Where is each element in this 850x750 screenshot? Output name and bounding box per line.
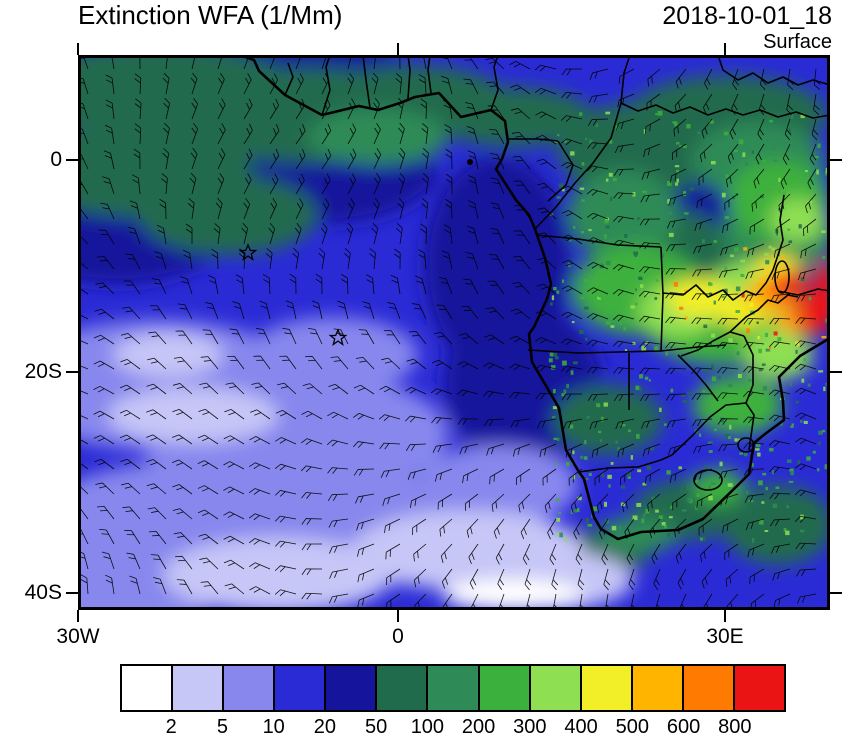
axis-tick [830,371,842,373]
colorbar-cell [581,666,633,710]
colorbar-tick-label: 500 [615,716,649,738]
colorbar-cell [224,666,276,710]
axis-tick [724,610,726,622]
plot-title: Extinction WFA (1/Mm) [78,0,343,30]
axis-label: 30W [56,625,100,648]
colorbar-cell [632,666,684,710]
colorbar-cell [173,666,225,710]
axis-label: 20S [24,360,62,383]
colorbar-tick-label: 2 [165,716,177,738]
axis-tick [66,371,78,373]
map-canvas [78,55,830,610]
colorbar-tick-label: 400 [564,716,598,738]
axis-tick [66,592,78,594]
axis-tick [397,43,399,55]
country-borders [284,55,830,491]
colorbar-tick-label: 100 [410,716,445,738]
markers-layer [238,159,473,347]
axis-label: 30E [706,625,744,648]
axis-tick [397,610,399,622]
plot-level-label: Surface [763,31,832,53]
axis-label: 0 [50,148,62,171]
axis-tick [830,159,842,161]
star-marker [328,328,348,347]
colorbar-cell [377,666,429,710]
colorbar-tick-label: 20 [313,716,337,738]
map-frame: 0 20S 40S 30W 0 30E [25,43,842,648]
axis-tick [66,159,78,161]
axis-label: 40S [24,581,62,604]
axis-tick [724,43,726,55]
colorbar-cell [275,666,327,710]
colorbar-cell [326,666,378,710]
field-speckle [548,110,830,543]
colorbar-tick-label: 800 [718,716,752,738]
colorbar-tick-label: 50 [365,716,388,738]
axis-tick [830,592,842,594]
colorbar-cell [122,666,174,710]
colorbar [120,664,786,712]
coastline [239,55,830,541]
plot-datetime: 2018-10-01_18 [662,2,832,30]
axis-tick [77,610,79,622]
colorbar-cell [734,666,785,710]
colorbar-cell [530,666,582,710]
colorbar-tick-label: 5 [216,716,229,738]
colorbar-labels: 2 5 10 20 50 100 200 300 400 500 600 800 [120,716,786,740]
dot-marker [467,159,473,165]
field-blobs [78,55,830,610]
colorbar-tick-label: 10 [262,716,285,738]
axis-tick [77,43,79,55]
map-border [78,55,830,610]
colorbar-tick-label: 300 [513,716,547,738]
star-marker [238,243,258,262]
colorbar-cell [479,666,531,710]
colorbar-tick-label: 600 [666,716,701,738]
colorbar-cell [683,666,735,710]
colorbar-cell [428,666,480,710]
colorbar-tick-label: 200 [461,716,496,738]
axis-label: 0 [392,625,404,648]
